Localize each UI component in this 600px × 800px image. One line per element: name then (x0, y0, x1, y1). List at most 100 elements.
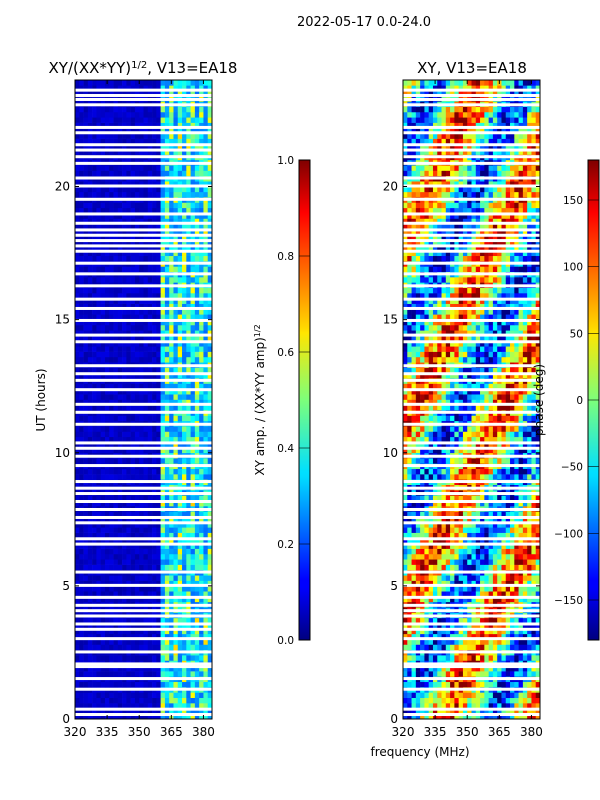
heatmap-cell (160, 133, 166, 139)
heatmap-cell (475, 692, 481, 699)
heatmap-cell (182, 511, 187, 517)
heatmap-cell (139, 404, 144, 411)
heatmap-cell (156, 80, 161, 86)
heatmap-cell (109, 234, 114, 241)
heatmap-cell (87, 388, 93, 395)
heatmap-cell (441, 671, 447, 677)
heatmap-cell (113, 553, 119, 560)
heatmap-cell (182, 436, 187, 443)
heatmap-cell (122, 628, 127, 635)
heatmap-cell (169, 127, 174, 134)
heatmap-cell (207, 532, 213, 539)
heatmap-cell (109, 639, 114, 645)
heatmap-cell (104, 639, 110, 645)
heatmap-cell (169, 639, 174, 645)
heatmap-cell (152, 703, 157, 709)
heatmap-cell (445, 639, 451, 645)
heatmap-cell (87, 372, 93, 379)
heatmap-cell (182, 708, 187, 714)
heatmap-cell (75, 548, 80, 555)
heatmap-cell (92, 639, 97, 645)
heatmap-cell (134, 404, 140, 411)
heatmap-cell (514, 665, 519, 672)
heatmap-cell (194, 458, 200, 464)
heatmap-cell (156, 623, 161, 629)
heatmap-cell (432, 703, 438, 709)
heatmap-cell (480, 617, 485, 624)
heatmap-cell (79, 500, 84, 507)
heatmap-cell (117, 596, 123, 603)
heatmap-cell (190, 415, 196, 422)
heatmap-cell (96, 404, 101, 411)
heatmap-cell (169, 277, 174, 283)
heatmap-cell (113, 186, 119, 193)
heatmap-cell (109, 149, 114, 155)
heatmap-cell (92, 202, 97, 209)
heatmap-cell (113, 628, 119, 635)
heatmap-cell (75, 436, 80, 443)
heatmap-cell (79, 665, 84, 672)
heatmap-cell (83, 127, 89, 134)
heatmap-cell (428, 585, 434, 592)
heatmap-cell (203, 500, 209, 507)
heatmap-cell (186, 426, 191, 432)
heatmap-cell (522, 697, 528, 704)
heatmap-cell (109, 474, 114, 480)
heatmap-cell (143, 165, 149, 171)
heatmap-cell (87, 543, 93, 549)
heatmap-cell (143, 133, 149, 139)
x-tick-label: 335 (96, 725, 119, 739)
heatmap-cell (186, 516, 191, 523)
heatmap-cell (143, 537, 149, 544)
heatmap-cell (139, 149, 144, 155)
heatmap-cell (160, 111, 166, 118)
heatmap-cell (92, 399, 97, 406)
heatmap-cell (109, 527, 114, 533)
heatmap-cell (117, 346, 123, 352)
heatmap-cell (152, 697, 157, 704)
heatmap-cell (109, 186, 114, 193)
heatmap-cell (514, 575, 519, 581)
heatmap-cell (122, 111, 127, 118)
heatmap-cell (458, 671, 464, 677)
heatmap-cell (497, 564, 502, 571)
heatmap-cell (109, 181, 114, 187)
heatmap-cell (96, 436, 101, 443)
heatmap-cell (458, 681, 464, 688)
heatmap-cell (96, 708, 101, 714)
heatmap-cell (203, 293, 209, 299)
heatmap-cell (432, 623, 438, 629)
heatmap-cell (122, 298, 127, 304)
heatmap-cell (109, 644, 114, 651)
heatmap-cell (79, 655, 84, 661)
heatmap-cell (147, 692, 153, 699)
heatmap-cell (203, 628, 209, 635)
heatmap-cell (122, 117, 127, 123)
heatmap-cell (152, 266, 157, 273)
heatmap-cell (92, 340, 97, 347)
heatmap-cell (518, 692, 524, 699)
heatmap-cell (462, 580, 468, 587)
heatmap-cell (160, 170, 166, 177)
heatmap-cell (122, 543, 127, 549)
heatmap-cell (156, 703, 161, 709)
heatmap-cell (122, 383, 127, 390)
heatmap-cell (100, 319, 106, 326)
heatmap-cell (147, 628, 153, 635)
heatmap-cell (92, 521, 97, 528)
heatmap-cell (169, 442, 174, 448)
heatmap-cell (126, 713, 131, 720)
heatmap-cell (130, 713, 136, 720)
heatmap-cell (96, 623, 101, 629)
heatmap-cell (147, 415, 153, 422)
heatmap-cell (501, 681, 507, 688)
heatmap-cell (415, 703, 421, 709)
heatmap-cell (87, 665, 93, 672)
heatmap-cell (207, 90, 213, 97)
heatmap-cell (147, 681, 153, 688)
heatmap-cell (169, 181, 174, 187)
heatmap-cell (134, 234, 140, 241)
heatmap-cell (92, 388, 97, 395)
heatmap-cell (531, 692, 537, 699)
y-tick-label: 15 (55, 313, 70, 327)
